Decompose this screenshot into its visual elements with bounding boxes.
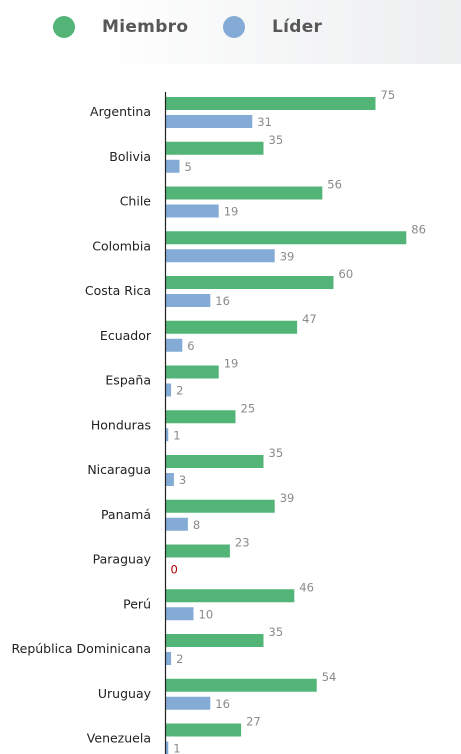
bar-miembro-panama	[165, 499, 275, 513]
category-label-venezuela: Venezuela	[87, 731, 151, 746]
bar-miembro-paraguay	[165, 544, 230, 558]
value-label-miembro-honduras: 25	[241, 401, 256, 415]
value-label-miembro-costa-rica: 60	[339, 267, 354, 281]
legend-label-miembro: Miembro	[102, 17, 189, 37]
value-label-lider-uruguay: 16	[215, 697, 230, 711]
value-label-lider-nicaragua: 3	[179, 473, 186, 487]
bar-miembro-nicaragua	[165, 455, 264, 468]
legend-swatch-lider	[223, 16, 245, 38]
legend-label-lider: Líder	[272, 17, 323, 37]
value-label-miembro-paraguay: 23	[235, 536, 250, 550]
value-label-miembro-chile: 56	[327, 178, 342, 192]
bar-miembro-costa-rica	[165, 276, 334, 289]
value-label-miembro-colombia: 86	[411, 222, 426, 236]
category-label-peru: Perú	[123, 596, 151, 611]
bar-lider-ecuador	[165, 338, 183, 352]
category-label-chile: Chile	[120, 194, 152, 209]
bar-miembro-uruguay	[165, 678, 317, 692]
legend-item-lider[interactable]: Líder	[223, 12, 322, 42]
bar-lider-espana	[165, 383, 172, 397]
value-label-miembro-bolivia: 35	[269, 133, 284, 147]
bar-lider-nicaragua	[165, 473, 174, 486]
category-label-bolivia: Bolivia	[109, 149, 151, 164]
category-label-honduras: Honduras	[91, 417, 151, 432]
category-label-nicaragua: Nicaragua	[87, 462, 151, 477]
value-label-miembro-nicaragua: 35	[269, 446, 284, 460]
category-label-uruguay: Uruguay	[98, 686, 152, 701]
bar-miembro-chile	[165, 186, 323, 200]
value-label-miembro-panama: 39	[280, 491, 295, 505]
bar-miembro-venezuela	[165, 723, 242, 737]
category-label-paraguay: Paraguay	[93, 552, 152, 567]
bar-miembro-honduras	[165, 410, 236, 424]
bar-lider-uruguay	[165, 696, 211, 710]
bar-lider-panama	[165, 517, 188, 531]
value-label-lider-paraguay: 0	[171, 563, 178, 577]
bar-lider-argentina	[165, 115, 253, 128]
value-label-lider-bolivia: 5	[185, 160, 192, 174]
bar-miembro-bolivia	[165, 141, 264, 155]
bar-miembro-peru	[165, 589, 295, 603]
bar-miembro-colombia	[165, 231, 407, 245]
value-label-lider-peru: 10	[199, 607, 214, 621]
bar-lider-peru	[165, 607, 194, 621]
value-label-lider-espana: 2	[176, 384, 183, 398]
legend: Miembro Líder	[0, 0, 461, 64]
legend-item-miembro[interactable]: Miembro	[53, 12, 188, 42]
value-label-miembro-argentina: 75	[381, 88, 396, 102]
value-label-miembro-republica-dominicana: 35	[269, 625, 284, 639]
bar-miembro-republica-dominicana	[165, 634, 264, 647]
category-label-espana: España	[105, 373, 151, 388]
value-label-lider-chile: 19	[224, 205, 239, 219]
bar-lider-chile	[165, 204, 219, 218]
bar-lider-bolivia	[165, 159, 180, 173]
category-label-panama: Panamá	[101, 507, 151, 522]
bar-lider-colombia	[165, 249, 275, 263]
value-label-lider-ecuador: 6	[187, 339, 194, 353]
legend-swatch-miembro	[53, 16, 75, 38]
bar-lider-honduras	[165, 428, 169, 442]
value-label-lider-argentina: 31	[257, 115, 272, 129]
value-label-lider-honduras: 1	[173, 428, 180, 442]
value-label-miembro-espana: 19	[224, 357, 239, 371]
value-label-lider-venezuela: 1	[173, 742, 180, 754]
bar-miembro-espana	[165, 365, 219, 379]
value-label-lider-panama: 8	[193, 518, 200, 532]
category-label-costa-rica: Costa Rica	[85, 283, 151, 298]
value-label-miembro-peru: 46	[299, 580, 314, 594]
bar-miembro-argentina	[165, 97, 376, 110]
category-label-republica-dominicana: República Dominicana	[12, 641, 152, 656]
value-label-lider-costa-rica: 16	[215, 294, 230, 308]
category-label-ecuador: Ecuador	[100, 328, 152, 343]
category-label-argentina: Argentina	[90, 104, 151, 119]
value-label-miembro-uruguay: 54	[322, 670, 337, 684]
bar-miembro-ecuador	[165, 320, 298, 334]
value-label-miembro-ecuador: 47	[302, 312, 317, 326]
bar-lider-costa-rica	[165, 294, 211, 307]
bar-lider-venezuela	[165, 741, 169, 754]
value-label-lider-republica-dominicana: 2	[176, 652, 183, 666]
bar-lider-republica-dominicana	[165, 652, 172, 665]
value-label-lider-colombia: 39	[280, 249, 295, 263]
value-label-miembro-venezuela: 27	[246, 715, 261, 729]
category-label-colombia: Colombia	[92, 238, 151, 253]
